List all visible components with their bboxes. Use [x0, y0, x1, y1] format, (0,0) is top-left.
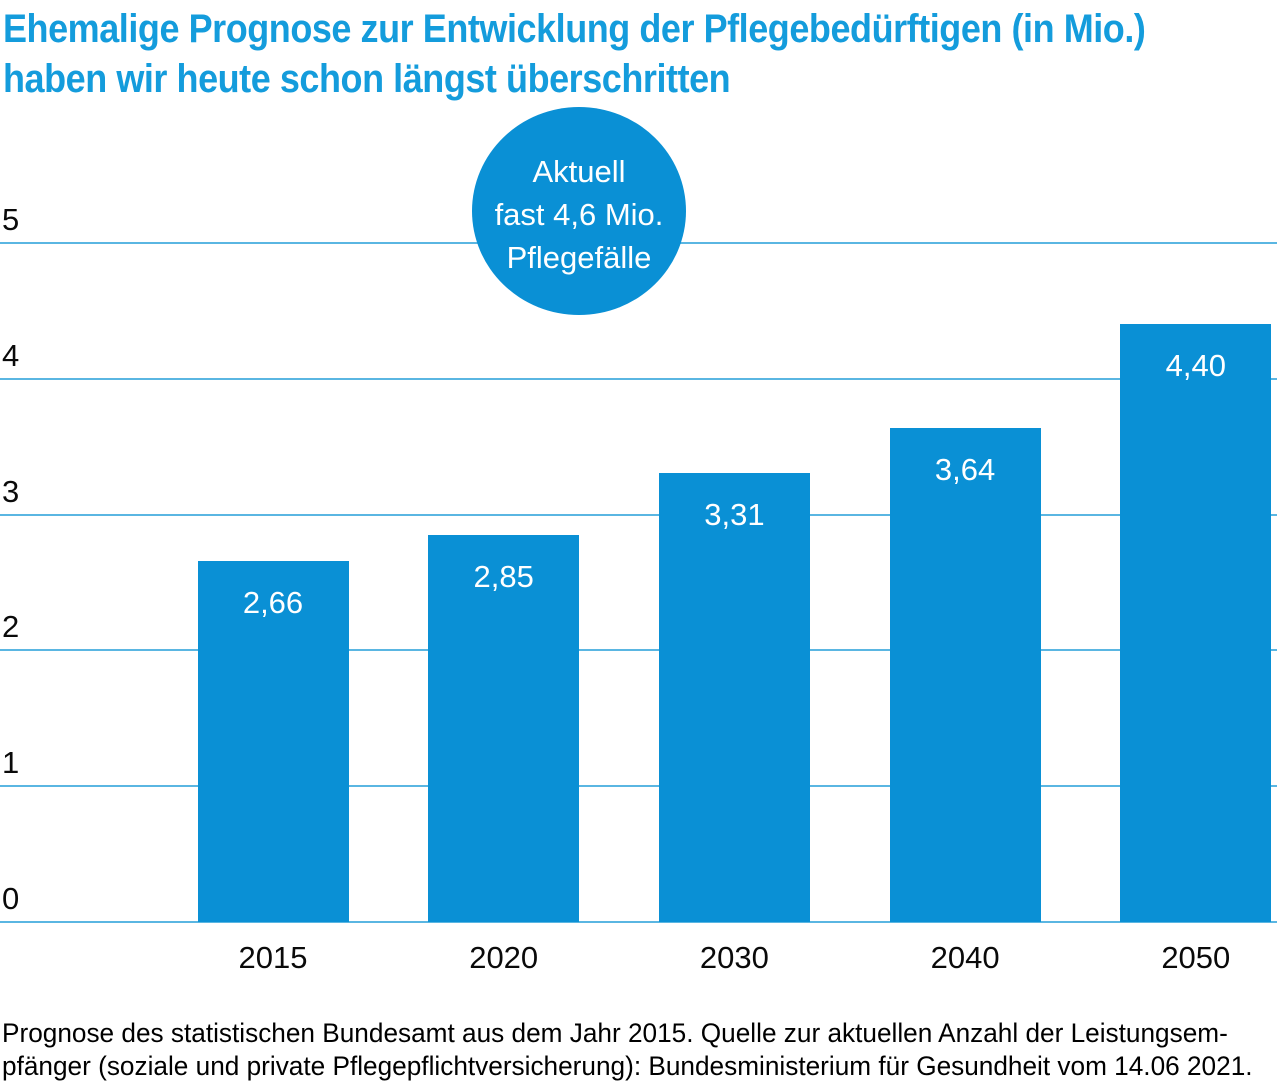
callout-line-2: fast 4,6 Mio. [494, 196, 664, 232]
bar-value-label-2015: 2,66 [242, 584, 304, 620]
callout-line-1: Aktuell [532, 153, 626, 189]
gridline-4 [0, 377, 1277, 380]
x-axis-label-2030: 2030 [699, 940, 769, 975]
bar-2040: 3,64 [889, 427, 1041, 922]
x-axis-label-2040: 2040 [930, 940, 1000, 975]
bar-value-label-2030: 3,31 [704, 496, 765, 532]
y-axis-label-4: 4 [2, 337, 20, 373]
source-note-line-2: pfänger (soziale und private Pflegepflic… [2, 1051, 1253, 1081]
y-axis-label-3: 3 [2, 473, 20, 509]
y-axis-label-5: 5 [2, 202, 20, 237]
x-axis-label-2020: 2020 [469, 940, 539, 975]
source-note-line-1: Prognose des statistischen Bundesamt aus… [2, 1018, 1228, 1048]
bar-2015: 2,66 [197, 560, 349, 922]
bar-value-label-2040: 3,64 [934, 451, 996, 487]
callout-bubble: Aktuell fast 4,6 Mio. Pflegefälle [472, 107, 686, 315]
bar-value-label-2020: 2,85 [473, 558, 534, 594]
bar-2020: 2,85 [428, 534, 580, 922]
source-note: Prognose des statistischen Bundesamt aus… [2, 1017, 1277, 1083]
callout-line-3: Pflegefälle [506, 239, 652, 275]
x-axis-label-2015: 2015 [238, 940, 308, 975]
gridline-1 [0, 785, 1277, 788]
x-axis-label-2050: 2050 [1161, 940, 1231, 975]
gridline-0 [0, 921, 1277, 923]
bar-value-label-2050: 4,40 [1165, 348, 1226, 384]
chart-title: Ehemalige Prognose zur Entwicklung der P… [3, 4, 1272, 104]
y-axis-label-1: 1 [2, 745, 20, 781]
y-axis-label-0: 0 [2, 881, 20, 916]
bar-2050: 4,40 [1120, 324, 1272, 922]
bar-2030: 3,31 [658, 472, 810, 922]
chart-title-line-2: haben wir heute schon längst überschritt… [3, 57, 731, 101]
gridline-3 [0, 513, 1277, 516]
chart-title-line-1: Ehemalige Prognose zur Entwicklung der P… [3, 7, 1146, 51]
gridline-2 [0, 649, 1277, 652]
y-axis-label-2: 2 [2, 609, 20, 645]
